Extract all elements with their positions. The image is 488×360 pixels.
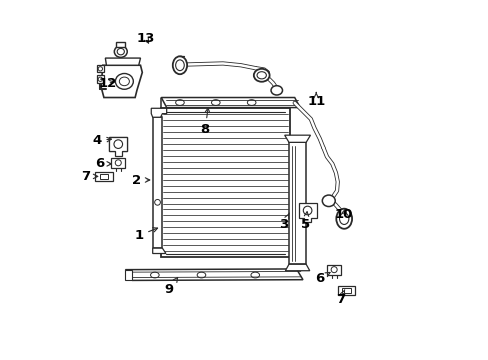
Text: 11: 11 bbox=[306, 93, 325, 108]
Ellipse shape bbox=[247, 100, 255, 105]
Text: 9: 9 bbox=[164, 278, 177, 296]
Ellipse shape bbox=[98, 77, 102, 81]
Text: 8: 8 bbox=[200, 108, 209, 136]
Ellipse shape bbox=[257, 72, 266, 79]
Ellipse shape bbox=[270, 86, 282, 95]
Ellipse shape bbox=[253, 69, 269, 82]
Ellipse shape bbox=[330, 267, 336, 273]
Ellipse shape bbox=[119, 77, 129, 86]
Ellipse shape bbox=[250, 272, 259, 278]
Ellipse shape bbox=[115, 73, 133, 89]
Text: 13: 13 bbox=[137, 32, 155, 45]
Text: 6: 6 bbox=[95, 157, 111, 170]
Text: 7: 7 bbox=[81, 170, 98, 183]
Polygon shape bbox=[152, 248, 165, 253]
Ellipse shape bbox=[175, 100, 184, 105]
Ellipse shape bbox=[175, 60, 184, 71]
Text: 12: 12 bbox=[98, 77, 117, 90]
Bar bbox=[337, 286, 355, 295]
Text: 3: 3 bbox=[279, 213, 289, 231]
Ellipse shape bbox=[154, 199, 160, 205]
Text: 1: 1 bbox=[134, 228, 157, 242]
Polygon shape bbox=[125, 270, 132, 280]
Ellipse shape bbox=[114, 140, 122, 148]
Text: 5: 5 bbox=[300, 212, 309, 231]
Ellipse shape bbox=[339, 213, 348, 225]
Ellipse shape bbox=[98, 67, 102, 71]
Text: 10: 10 bbox=[334, 208, 353, 221]
Ellipse shape bbox=[117, 48, 124, 55]
Text: 4: 4 bbox=[92, 134, 111, 147]
Bar bbox=[97, 75, 104, 83]
Polygon shape bbox=[109, 137, 127, 156]
Polygon shape bbox=[161, 98, 300, 108]
Bar bbox=[152, 117, 162, 248]
Ellipse shape bbox=[303, 206, 311, 215]
Bar bbox=[342, 288, 350, 293]
Bar bbox=[288, 142, 305, 264]
Polygon shape bbox=[285, 264, 309, 271]
Polygon shape bbox=[298, 203, 316, 222]
Ellipse shape bbox=[172, 56, 187, 74]
Bar bbox=[111, 158, 125, 168]
Ellipse shape bbox=[115, 160, 121, 166]
Polygon shape bbox=[151, 108, 166, 117]
Polygon shape bbox=[284, 135, 310, 142]
Text: 6: 6 bbox=[315, 272, 329, 285]
Bar bbox=[326, 265, 341, 275]
Polygon shape bbox=[125, 269, 303, 280]
Bar bbox=[95, 172, 112, 181]
Bar bbox=[109, 137, 127, 151]
Polygon shape bbox=[101, 65, 142, 98]
Bar bbox=[97, 65, 104, 72]
Bar bbox=[100, 174, 108, 179]
Text: 7: 7 bbox=[335, 290, 345, 306]
Polygon shape bbox=[105, 58, 140, 65]
Ellipse shape bbox=[114, 46, 127, 57]
Ellipse shape bbox=[150, 272, 159, 278]
Ellipse shape bbox=[322, 195, 335, 207]
Ellipse shape bbox=[197, 272, 205, 278]
Text: 2: 2 bbox=[132, 174, 149, 186]
Bar bbox=[161, 108, 289, 257]
Ellipse shape bbox=[211, 100, 220, 105]
Ellipse shape bbox=[336, 209, 351, 229]
Bar bbox=[116, 42, 125, 46]
